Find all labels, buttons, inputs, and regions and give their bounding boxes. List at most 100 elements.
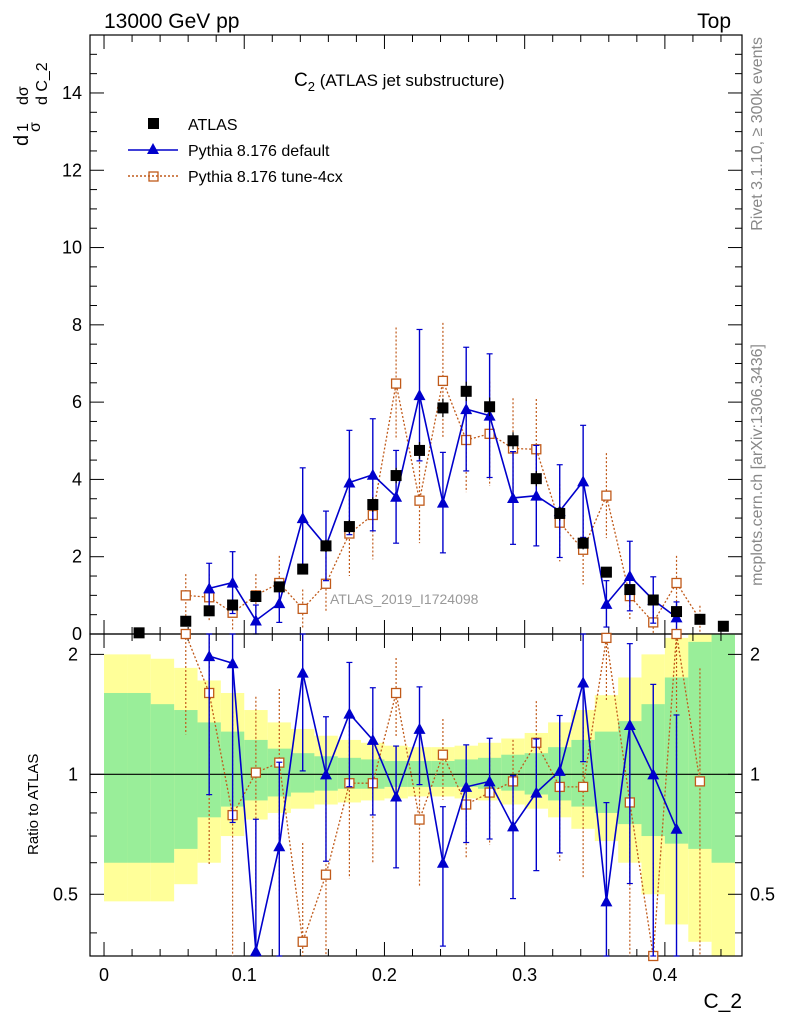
legend-marker-tune4cx — [148, 171, 159, 182]
analysis-watermark: ATLAS_2019_I1724098 — [330, 591, 479, 607]
atlas-point — [624, 584, 636, 596]
band-green-bin — [104, 692, 128, 863]
atlas-point — [484, 401, 496, 413]
x-tick-label: 0.4 — [652, 965, 677, 985]
ratio-default-point — [343, 707, 356, 719]
ratio-default-point — [273, 840, 286, 852]
atlas-point — [414, 444, 426, 456]
ratio-tick-label-right: 0.5 — [750, 884, 775, 904]
atlas-point — [554, 507, 566, 519]
atlas-point — [367, 499, 379, 511]
ratio-default-point — [507, 820, 520, 832]
ratio-tick-label: 2 — [68, 644, 78, 664]
ratio-y-axis-label: Ratio to ATLAS — [25, 754, 42, 855]
main-default-point — [413, 389, 426, 401]
ratio-default-point — [460, 780, 473, 792]
legend-label-tune4cx: Pythia 8.176 tune-4cx — [188, 169, 343, 186]
atlas-point — [460, 385, 472, 397]
band-green-bin — [290, 753, 315, 793]
ratio-default-point — [203, 650, 216, 662]
ratio-tune4cx-point — [250, 767, 262, 778]
ratio-tune4cx-point — [671, 628, 682, 640]
y-tick-label: 10 — [62, 238, 82, 258]
main-default-point — [530, 489, 543, 501]
main-tune4cx-point — [671, 577, 682, 589]
main-tune4cx-point — [437, 375, 449, 387]
main-tune4cx-point — [414, 495, 425, 506]
ratio-default-point — [366, 733, 379, 745]
y-tick-label: 6 — [72, 392, 82, 412]
atlas-point — [694, 613, 706, 625]
header-right-label: Top — [697, 10, 731, 33]
main-default-point — [296, 512, 309, 524]
legend-label-default: Pythia 8.176 default — [188, 143, 330, 160]
ratio-tune4cx-point — [437, 749, 449, 760]
ratio-tune4cx-point — [414, 814, 425, 825]
y-tick-label: 14 — [62, 83, 82, 103]
y-tick-label: 4 — [72, 469, 82, 489]
x-tick-label: 0.2 — [372, 965, 397, 985]
main-default-point — [460, 403, 473, 415]
ratio-tune4cx-line — [185, 633, 701, 957]
y-axis-label: d 1 σ dσ d C_2 — [11, 62, 51, 146]
ratio-tune4cx-point — [320, 869, 332, 880]
ratio-default-point — [600, 895, 613, 907]
ratio-tune4cx-point — [694, 776, 706, 787]
ratio-tune4cx-point — [297, 936, 308, 947]
ratio-tune4cx-point — [577, 781, 589, 793]
atlas-point — [671, 606, 683, 618]
ratio-tune4cx-point — [390, 687, 402, 699]
ratio-default-point — [226, 657, 239, 669]
main-default-point — [249, 614, 262, 626]
ratio-default-point — [249, 945, 262, 957]
main-tune4cx-point — [601, 490, 612, 501]
main-default-point — [577, 475, 590, 487]
ratio-default-point — [483, 775, 496, 787]
header-left-label: 13000 GeV pp — [104, 10, 239, 33]
band-green-bin — [174, 710, 198, 849]
atlas-point — [717, 620, 729, 632]
legend: ATLAS Pythia 8.176 default Pythia 8.176 … — [128, 117, 343, 186]
main-default-point — [623, 570, 636, 582]
band-green-bin — [571, 739, 595, 807]
legend-marker-default — [147, 143, 159, 154]
main-tune4cx-point — [180, 590, 191, 601]
ratio-panel-axes: 0 0.1 0.2 0.3 0.4 0.5 0.5 1 1 2 2 — [53, 633, 775, 985]
atlas-point — [250, 591, 262, 603]
atlas-point — [297, 563, 309, 575]
legend-label-atlas: ATLAS — [188, 117, 238, 134]
rivet-version-label: Rivet 3.1.10, ≥ 300k events — [749, 37, 766, 231]
y-label-d: d — [11, 135, 33, 146]
y-label-one: 1 — [15, 123, 32, 132]
ratio-default-point — [647, 768, 660, 780]
ratio-default-point — [623, 718, 636, 730]
atlas-point — [437, 402, 449, 414]
ratio-default-point — [577, 676, 590, 688]
atlas-point — [273, 581, 285, 593]
y-tick-label: 12 — [62, 160, 82, 180]
atlas-point — [180, 615, 192, 627]
atlas-point — [133, 627, 145, 639]
ratio-tick-label-right: 2 — [750, 644, 760, 664]
main-panel-marks — [133, 322, 729, 639]
main-default-point — [203, 582, 216, 594]
y-tick-label: 2 — [72, 547, 82, 567]
main-default-point — [436, 496, 449, 508]
y-tick-label: 0 — [72, 624, 82, 644]
main-default-point — [390, 490, 403, 502]
ratio-tick-label: 1 — [68, 764, 78, 784]
band-green-bin — [127, 692, 151, 863]
ratio-default-point — [413, 722, 426, 734]
y-label-dc2: d C_2 — [34, 62, 51, 105]
ratio-panel-marks — [180, 628, 706, 962]
x-tick-label: 0.3 — [512, 965, 537, 985]
atlas-point — [577, 537, 589, 549]
atlas-point — [343, 521, 355, 533]
main-tune4cx-point — [390, 378, 402, 389]
atlas-point — [647, 594, 659, 606]
y-tick-label: 8 — [72, 315, 82, 335]
band-green-bin — [150, 704, 175, 863]
mcplots-label: mcplots.cern.ch [arXiv:1306.3436] — [749, 344, 766, 586]
main-default-point — [343, 476, 356, 488]
